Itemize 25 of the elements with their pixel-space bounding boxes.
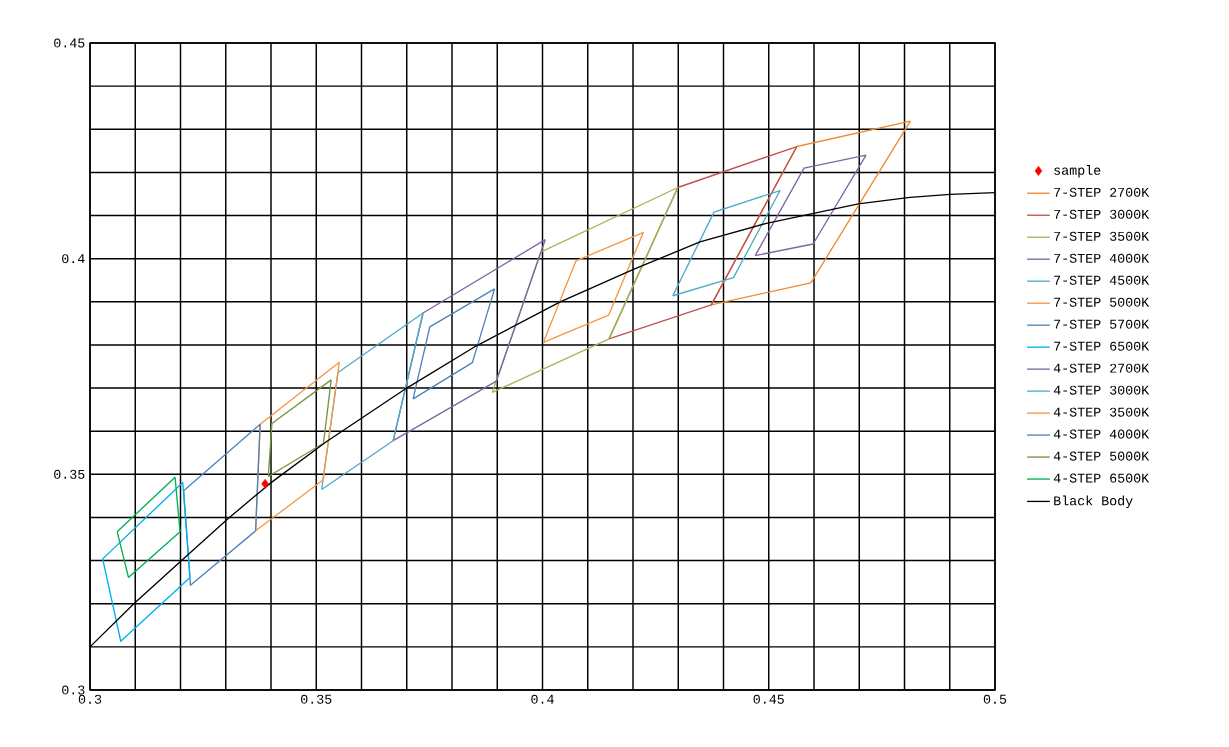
legend-label: 7-STEP 4000K — [1054, 253, 1150, 263]
legend-label: 7-STEP 4500K — [1054, 275, 1150, 285]
x-tick-label: 0.3 — [78, 694, 102, 704]
legend-label: 7-STEP 5000K — [1054, 297, 1150, 307]
legend-label: 4-STEP 3500K — [1053, 407, 1150, 417]
legend-label: 7-STEP 2700K — [1054, 187, 1150, 197]
x-tick-label: 0.4 — [531, 694, 554, 704]
legend-label: 7-STEP 6500K — [1054, 341, 1150, 351]
x-tick-label: 0.35 — [301, 694, 332, 704]
legend-label: 4-STEP 6500K — [1053, 473, 1150, 483]
legend-label: 4-STEP 4000K — [1053, 429, 1150, 439]
legend-label: 7-STEP 3000K — [1054, 209, 1150, 219]
x-tick-label: 0.45 — [753, 694, 784, 704]
legend-label: Black Body — [1054, 495, 1133, 509]
legend-label: sample — [1054, 165, 1101, 178]
legend-label: 7-STEP 5700K — [1054, 319, 1150, 329]
y-tick-label: 0.4 — [62, 254, 85, 264]
legend-label: 7-STEP 3500K — [1054, 231, 1150, 241]
y-tick-label: 0.45 — [54, 38, 85, 48]
legend-label: 4-STEP 5000K — [1053, 451, 1150, 461]
x-tick-label: 0.5 — [983, 694, 1007, 704]
y-tick-label: 0.35 — [54, 469, 85, 479]
legend-label: 4-STEP 2700K — [1053, 363, 1150, 373]
y-tick-label: 0.3 — [62, 685, 85, 695]
legend-label: 4-STEP 3000K — [1053, 385, 1150, 395]
